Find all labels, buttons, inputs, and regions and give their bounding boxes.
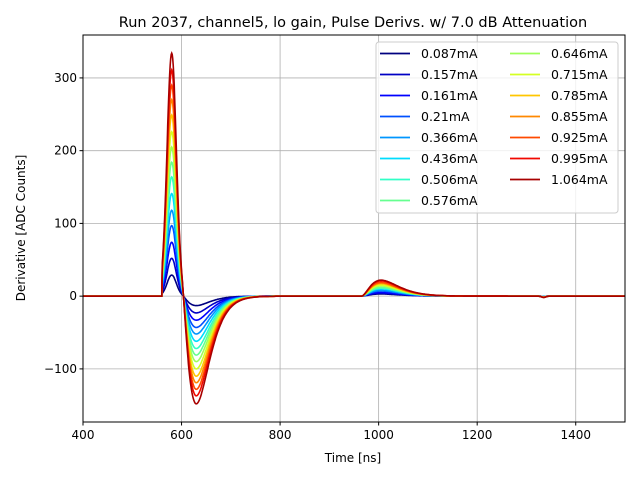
legend-label: 0.366mA xyxy=(421,130,478,145)
y-tick-label: 100 xyxy=(54,216,77,230)
legend-label: 0.087mA xyxy=(421,46,478,61)
legend-label: 0.506mA xyxy=(421,172,478,187)
y-axis-label: Derivative [ADC Counts] xyxy=(14,155,28,302)
legend-box xyxy=(375,41,619,214)
x-tick-label: 1400 xyxy=(560,428,591,442)
x-tick-label: 1200 xyxy=(462,428,493,442)
legend-label: 0.925mA xyxy=(551,130,608,145)
plot-frame xyxy=(82,34,626,423)
y-tick-label: 300 xyxy=(54,71,77,85)
legend-label: 0.995mA xyxy=(551,151,608,166)
legend-label: 0.646mA xyxy=(551,46,608,61)
chart-title: Run 2037, channel5, lo gain, Pulse Deriv… xyxy=(119,15,587,31)
x-axis-label: Time [ns] xyxy=(324,451,381,465)
series-line xyxy=(83,50,625,405)
x-tick-label: 800 xyxy=(269,428,292,442)
legend-label: 0.855mA xyxy=(551,109,608,124)
x-tick-label: 600 xyxy=(170,428,193,442)
series-lines xyxy=(83,50,625,405)
legend-label: 0.21mA xyxy=(421,109,470,124)
legend-label: 0.157mA xyxy=(421,67,478,82)
legend: 0.087mA 0.157mA 0.161mA 0.21mA 0.366mA 0.436m… xyxy=(375,41,619,214)
y-tick-label: 200 xyxy=(54,144,77,158)
x-tick-label: 1000 xyxy=(363,428,394,442)
legend-label: 0.576mA xyxy=(421,193,478,208)
legend-label: 0.715mA xyxy=(551,67,608,82)
legend-label: 0.161mA xyxy=(421,88,478,103)
legend-label: 0.785mA xyxy=(551,88,608,103)
legend-label: 1.064mA xyxy=(551,172,608,187)
axis-ticks: 400 600 800 1000 1200 1400 −100 0 100 200 300 xyxy=(44,71,591,442)
y-tick-label: 0 xyxy=(69,289,77,303)
legend-label: 0.436mA xyxy=(421,151,478,166)
y-tick-label: −100 xyxy=(44,362,77,376)
x-tick-label: 400 xyxy=(72,428,95,442)
